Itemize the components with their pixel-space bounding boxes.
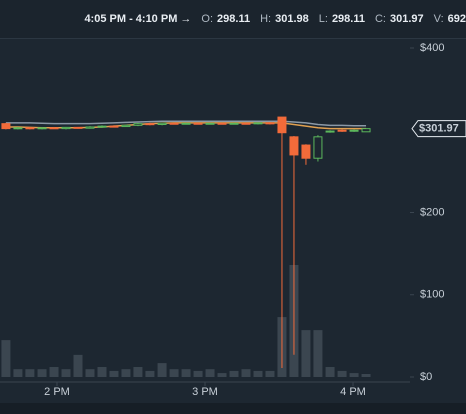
candle-body xyxy=(97,125,107,128)
field-label: O: xyxy=(201,13,214,25)
moving-average xyxy=(5,120,367,127)
x-tick-label: 4 PM xyxy=(340,386,366,398)
range: 4:05 PM - 4:10 PM → xyxy=(84,13,192,25)
y-tick-label: $0 xyxy=(420,371,432,383)
volume-bar xyxy=(181,369,191,377)
volume-bar xyxy=(109,370,119,377)
candle-body xyxy=(157,122,167,125)
volume-bar xyxy=(157,363,167,377)
volume-bar xyxy=(349,373,359,377)
field-value: 298.11 xyxy=(331,13,365,25)
price-tag xyxy=(411,120,466,138)
x-tick-label: 3 PM xyxy=(192,386,218,398)
candle-body xyxy=(145,123,155,126)
y-tick-label: $100 xyxy=(420,289,444,301)
candle-body xyxy=(121,124,131,128)
volume-bar xyxy=(361,373,371,377)
field-label: L: xyxy=(318,13,328,25)
candle-body xyxy=(301,144,311,159)
volume-bar xyxy=(85,369,95,377)
candle-body xyxy=(229,122,239,125)
price-tag-label: $301.97 xyxy=(419,123,459,135)
field-label: V: xyxy=(433,13,444,25)
volume-bar xyxy=(337,370,347,377)
candle-body xyxy=(1,123,11,130)
candle-body xyxy=(337,129,347,132)
y-tick-label: $400 xyxy=(420,42,444,54)
x-tick-label: 2 PM xyxy=(44,386,70,398)
volume-bar xyxy=(229,370,239,377)
volume-bar xyxy=(313,330,323,377)
candle-body xyxy=(325,130,335,133)
candle-body xyxy=(193,122,203,125)
candle-body xyxy=(169,122,179,125)
y-tick-label: $200 xyxy=(420,206,444,218)
volume-bar xyxy=(133,367,143,377)
volume-bar xyxy=(61,369,71,377)
candle-body xyxy=(313,136,323,159)
candle-body xyxy=(241,122,251,125)
candle-body xyxy=(217,122,227,125)
volume-bar xyxy=(241,369,251,377)
footer-bar xyxy=(0,403,466,414)
field-value: 301.98 xyxy=(275,13,309,25)
candle-body xyxy=(289,136,299,156)
volume-bar xyxy=(25,369,35,377)
field-value: 298.11 xyxy=(217,13,251,25)
candle-body xyxy=(61,126,71,130)
volume-bar xyxy=(73,354,83,377)
volume-bar xyxy=(301,330,311,377)
volume-bar xyxy=(265,370,275,377)
header-bar: 4:05 PM - 4:10 PM → O: 298.11 H: 301.98 L: 29… xyxy=(0,0,466,39)
volume-bar xyxy=(97,367,107,377)
candle-body xyxy=(361,128,371,133)
volume-bar xyxy=(37,369,47,377)
volume-bar xyxy=(325,367,335,377)
candle-body xyxy=(181,122,191,125)
volume-bar xyxy=(1,340,11,377)
candle-body xyxy=(25,127,35,130)
field-label: H: xyxy=(260,13,272,25)
volume-bar xyxy=(205,369,215,377)
field-label: C: xyxy=(374,13,386,25)
volume-bar xyxy=(13,369,23,377)
volume-bar xyxy=(169,369,179,377)
candle-body xyxy=(85,126,95,129)
volume-bar xyxy=(193,370,203,377)
volume-bar xyxy=(253,370,263,377)
volume-bar xyxy=(217,373,227,377)
field-value: 301.97 xyxy=(389,13,424,25)
candle-body xyxy=(205,122,215,125)
volume-bar xyxy=(145,370,155,377)
candle-body xyxy=(265,122,275,125)
candle-body xyxy=(13,127,23,130)
candle-body xyxy=(73,126,83,129)
candle-body xyxy=(133,123,143,126)
candle-body xyxy=(109,125,119,128)
candle-body xyxy=(37,127,47,130)
volume-bar xyxy=(121,369,131,377)
candle-body xyxy=(49,127,59,130)
field-value: 692 xyxy=(447,13,466,25)
candle-body xyxy=(253,122,263,125)
volume-bar xyxy=(49,367,59,377)
candle-body xyxy=(349,129,359,132)
candle-body xyxy=(277,116,287,134)
